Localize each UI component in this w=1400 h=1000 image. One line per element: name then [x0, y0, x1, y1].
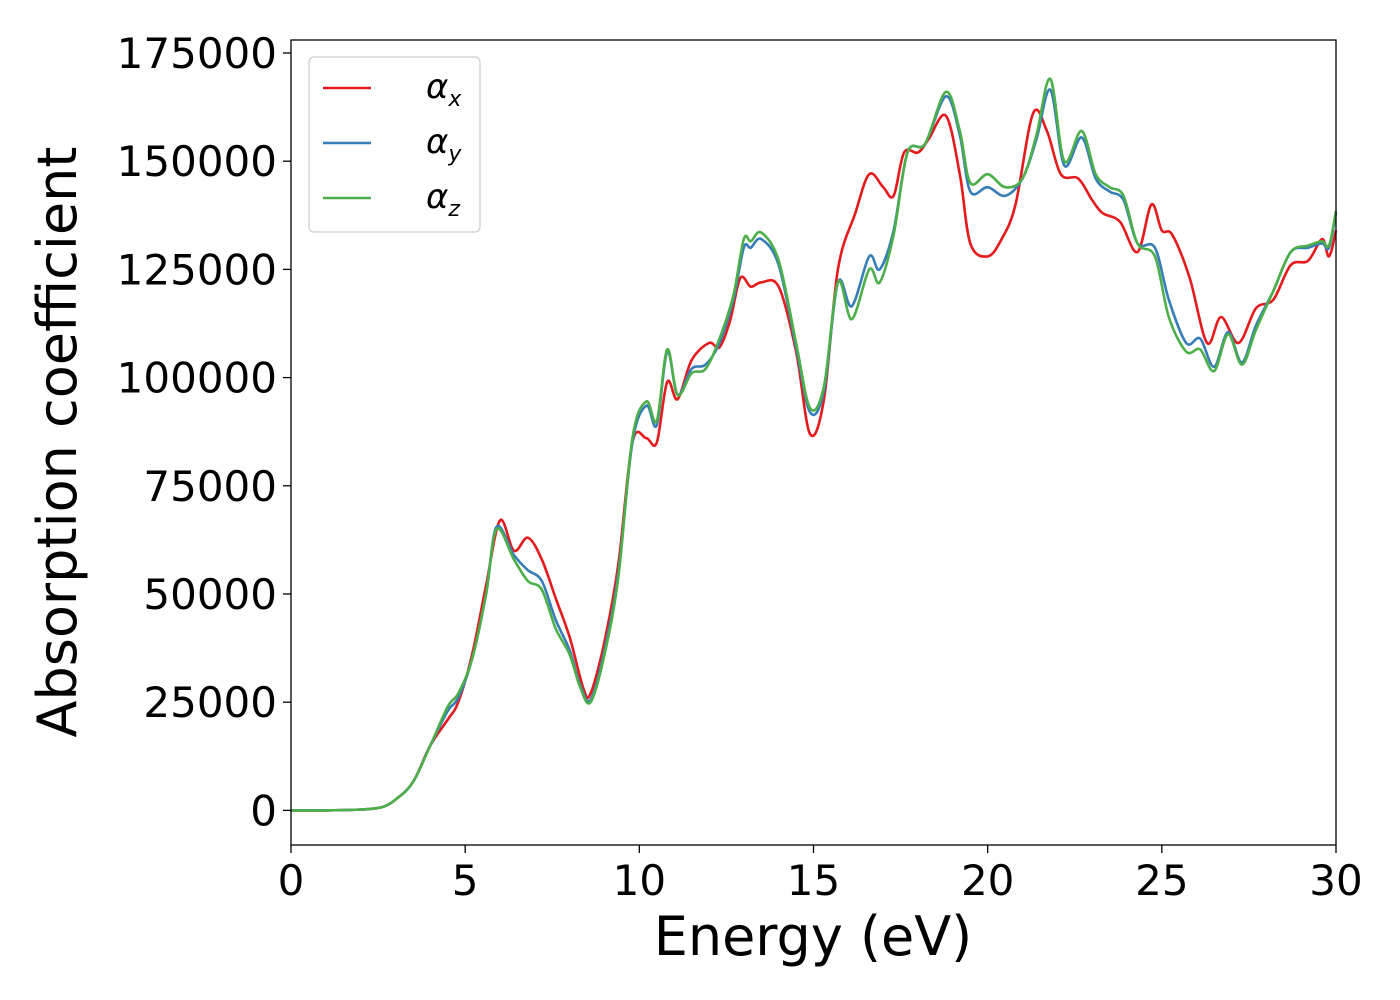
y-tick-label: 75000 — [143, 462, 277, 511]
x-tick-label: 10 — [613, 856, 666, 905]
y-tick-label: 25000 — [143, 678, 277, 727]
y-tick-label: 175000 — [117, 29, 277, 78]
x-tick-label: 15 — [787, 856, 840, 905]
x-tick-label: 25 — [1135, 856, 1188, 905]
series-line-x — [290, 108, 1338, 812]
y-tick-label: 150000 — [117, 137, 277, 186]
series-layer — [290, 77, 1338, 812]
legend-entries: αx αy αz — [323, 67, 462, 222]
series-line-z — [290, 77, 1338, 812]
y-tick-label: 125000 — [117, 245, 277, 294]
x-tick-label: 0 — [278, 856, 305, 905]
legend-label-y: αy — [426, 122, 462, 167]
series-line-y — [290, 88, 1338, 812]
x-axis-title: Energy (eV) — [654, 905, 973, 968]
y-tick-label: 0 — [250, 786, 277, 835]
legend-label-z: αz — [426, 177, 460, 222]
x-axis-ticks: 0 5 10 15 20 25 30 — [278, 845, 1363, 905]
legend-label-x: αx — [426, 67, 462, 112]
legend: αx αy αz — [308, 56, 481, 233]
y-axis-ticks: 0 25000 50000 75000 100000 125000 150000 175000 — [117, 29, 291, 835]
y-tick-label: 100000 — [117, 354, 277, 403]
x-tick-label: 5 — [452, 856, 479, 905]
y-axis-title: Absorption coefficient — [26, 147, 89, 738]
y-tick-label: 50000 — [143, 570, 277, 619]
x-tick-label: 20 — [961, 856, 1014, 905]
x-tick-label: 30 — [1309, 856, 1362, 905]
legend-box — [308, 56, 481, 233]
